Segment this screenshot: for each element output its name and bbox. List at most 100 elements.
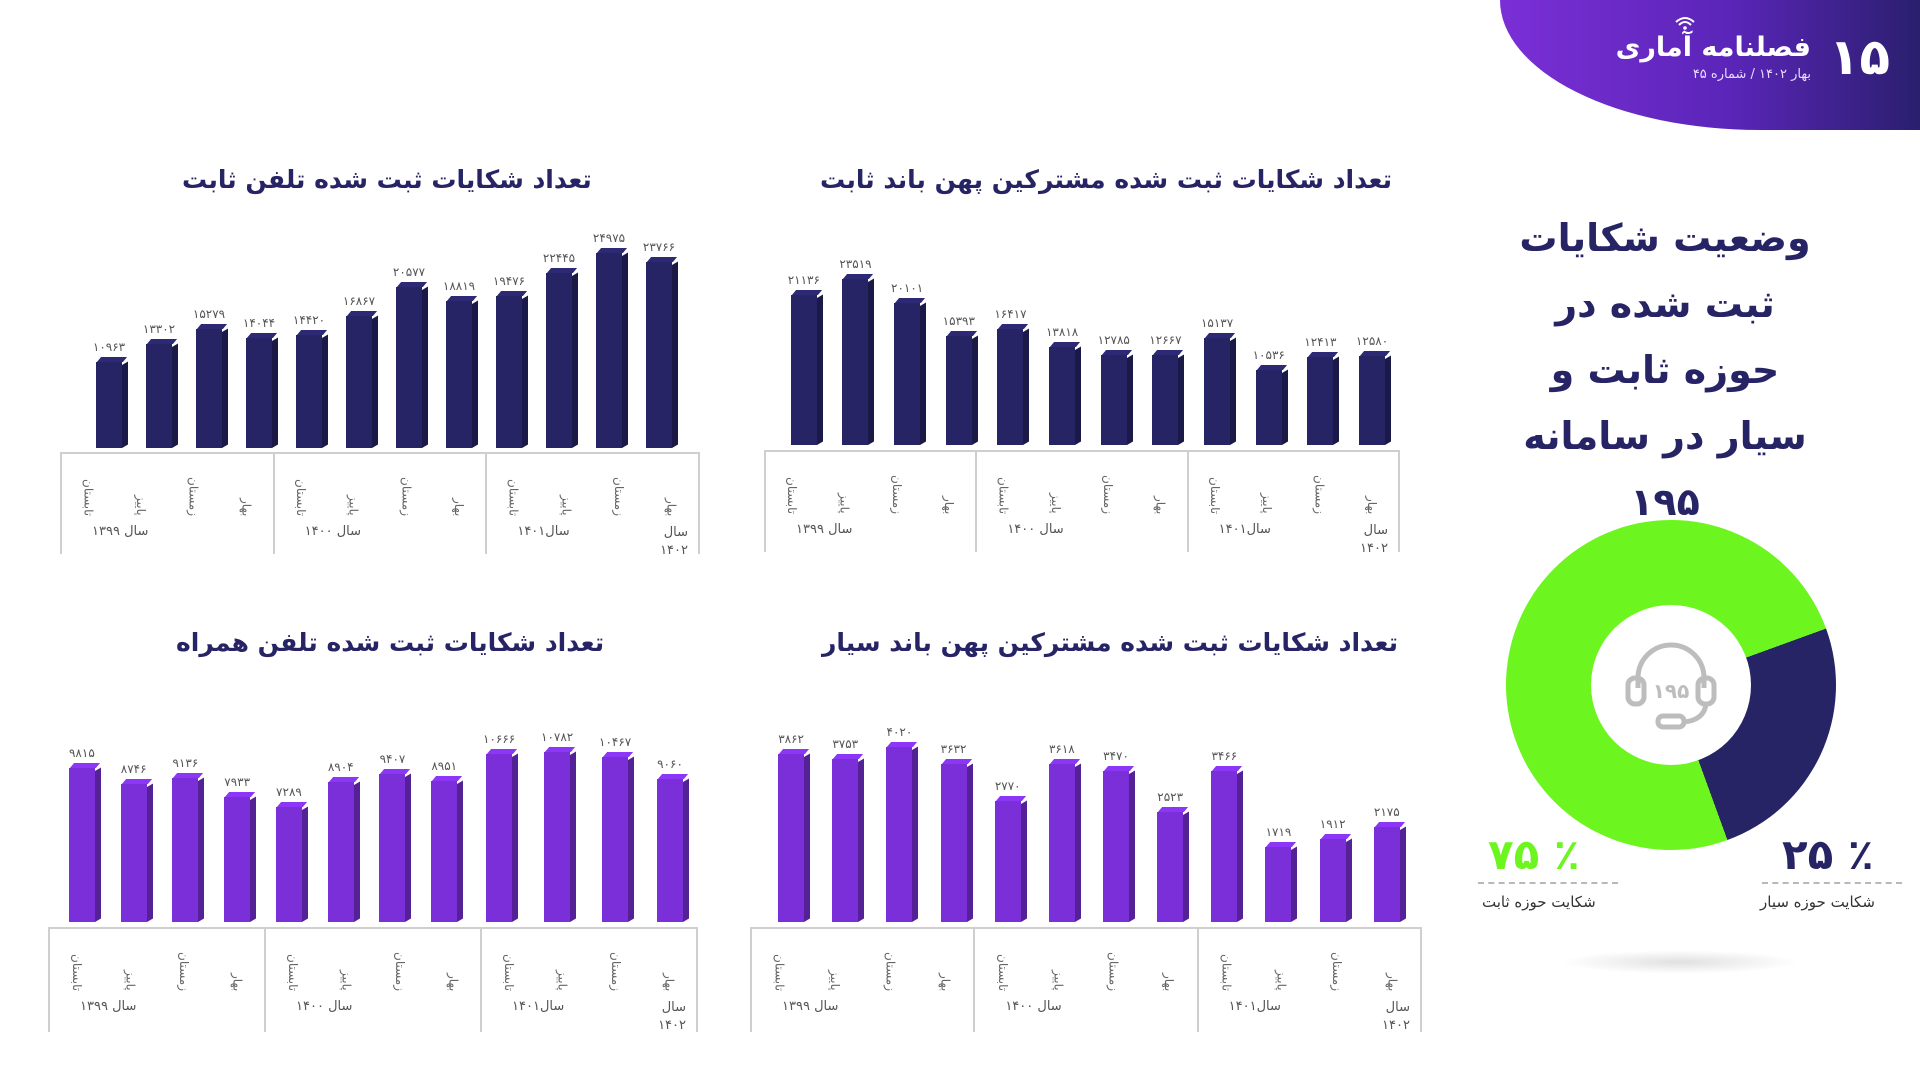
bar-column: ۹۸۱۵ [68,715,95,922]
bar-value-label: ۹۰۶۰ [657,757,683,771]
bar-value-label: ۷۲۸۹ [276,785,302,799]
bar-value-label: ۱۲۷۸۵ [1097,333,1130,347]
bar-column: ۳۴۶۶ [1211,700,1238,922]
season-label: تابستان [785,476,800,514]
year-group: تابستان پاییز زمستان بهار سال ۱۴۰۰ [975,452,1186,552]
bar-value-label: ۱۴۴۲۰ [292,313,326,327]
bar-column: ۹۰۶۰ [657,715,683,922]
bar-column: ۱۸۸۱۹ [443,215,475,448]
bar [778,754,805,922]
bar-column: ۱۰۴۶۷ [599,715,631,922]
bar-value-label: ۴۰۲۰ [886,725,913,739]
year-group: تابستان پاییز زمستان بهار سال ۱۳۹۹ [752,929,973,1032]
donut-chart: ۱۹۵ [1459,473,1883,897]
season-label: زمستان [608,951,623,991]
bar [345,316,372,448]
bar-column: ۱۲۷۸۵ [1098,235,1130,445]
bar-value-label: ۹۴۰۷ [379,752,406,766]
bar [145,344,172,448]
season-label: بهار [942,495,957,514]
bar [945,336,972,445]
x-axis-mobile-phone: تابستان پاییز زمستان بهار سال ۱۳۹۹ تابستان پای… [48,927,698,1033]
year-label: سال ۱۴۰۲ [1382,1000,1410,1033]
bar [1049,347,1076,445]
bar-column: ۱۰۹۶۳ [93,215,125,448]
bar-value-label: ۱۲۵۸۰ [1355,334,1389,348]
season-label: پاییز [555,970,570,991]
bar-value-label: ۳۷۵۳ [832,737,859,751]
bar [940,764,967,922]
bar-column: ۱۲۵۸۰ [1356,235,1388,445]
bar-column: ۳۴۷۰ [1103,700,1130,922]
chart-title-mobile-broadband: تعداد شکایات ثبت شده مشترکین پهن باند سی… [822,628,1398,657]
season-label: زمستان [889,474,904,514]
bar-value-label: ۲۱۱۳۶ [787,273,820,287]
bar [327,782,354,922]
bar-value-label: ۳۶۱۸ [1048,742,1075,756]
bar-column: ۲۳۷۶۶ [643,215,675,448]
season-label: تابستان [81,478,96,516]
season-label: تابستان [1219,953,1234,991]
issue-subtitle: بهار ۱۴۰۲ / شماره ۴۵ [1692,67,1811,82]
year-group: تابستان پاییز زمستان بهار سال ۱۳۹۹ [766,452,975,552]
year-label: سال۱۴۰۱ [1218,522,1271,537]
bar-value-label: ۱۶۴۱۷ [994,307,1027,321]
bar-column: ۲۵۲۳ [1157,700,1184,922]
bars-fixed-phone: ۱۰۹۶۳ ۱۳۳۰۲ ۱۵۲۷۹ ۱۴۰۴۴ ۱۴۴۲۰ ۱۶۸۶۷ ۲۰۵۷۷ ۱۸۸۱۹… [84,215,684,448]
season-label: تابستان [69,953,84,991]
bar [790,295,817,445]
bar-column: ۷۲۸۹ [275,715,302,922]
bar-column: ۱۳۸۱۸ [1046,235,1078,445]
year-group: تابستان پاییز زمستان بهار سال ۱۴۰۰ [973,929,1196,1032]
bar [894,303,921,445]
bar [172,778,199,922]
bar-column: ۲۲۴۴۵ [543,215,575,448]
year-label: سال ۱۴۰۰ [296,999,353,1014]
header-banner: ۱۵ فصلنامه آماری بهار ۱۴۰۲ / شماره ۴۵ [1500,0,1920,130]
bar-value-label: ۸۷۴۶ [120,762,147,776]
season-label: تابستان [294,478,308,516]
donut-shadow [1560,950,1800,974]
bar [245,338,272,448]
bar-column: ۸۷۴۶ [120,715,147,922]
bar [994,801,1021,922]
year-group: تابستان پاییز زمستان بهار سال۱۴۰۱ سال ۱۴۰۲ [480,929,696,1033]
bar [842,279,869,445]
bars-fixed-broadband: ۲۱۱۳۶ ۲۳۵۱۹ ۲۰۱۰۱ ۱۵۳۹۳ ۱۶۴۱۷ ۱۳۸۱۸ ۱۲۷۸۵ ۱۲۶۶۷… [778,235,1398,445]
year-group: تابستان پاییز زمستان بهار سال ۱۴۰۰ [272,454,486,554]
bar [120,784,147,922]
bar-value-label: ۳۸۶۲ [778,732,804,746]
bar-column: ۱۴۰۴۴ [243,215,275,448]
bar [431,781,458,922]
bar [997,329,1024,445]
year-label: سال ۱۳۹۹ [782,999,839,1014]
bar-value-label: ۱۰۴۶۷ [599,735,632,749]
bar [495,296,522,448]
season-label: بهار [1161,972,1176,991]
bar-value-label: ۱۹۴۷۶ [492,274,526,288]
bar [595,253,622,448]
bar-value-label: ۲۳۵۱۹ [839,257,872,271]
mobile-label: شکایت حوزه سیار [1760,893,1875,911]
bar-column: ۲۱۷۵ [1373,700,1400,922]
bar-value-label: ۲۵۲۳ [1157,790,1184,804]
bar-value-label: ۷۹۳۳ [224,775,251,789]
season-label: پاییز [559,495,574,516]
season-label: زمستان [399,476,414,516]
bar-value-label: ۲۱۷۵ [1373,805,1400,819]
bar [68,768,95,922]
bar-column: ۱۵۳۹۳ [943,235,975,445]
year-group: تابستان پاییز زمستان بهار سال۱۴۰۱ سال ۱۴۰۲ [1186,452,1398,556]
bar [295,335,322,448]
bar [602,757,629,922]
year-label: سال ۱۴۰۰ [1005,999,1062,1014]
bar [395,287,422,448]
year-group: تابستان پاییز زمستان بهار سال ۱۳۹۹ [62,454,273,554]
bar-column: ۱۵۱۳۷ [1201,235,1233,445]
season-label: بهار [239,497,254,516]
year-label: سال ۱۴۰۰ [304,524,362,539]
bar-value-label: ۱۲۶۶۷ [1149,333,1182,347]
season-label: زمستان [1101,474,1116,514]
bar-column: ۷۹۳۳ [224,715,251,922]
